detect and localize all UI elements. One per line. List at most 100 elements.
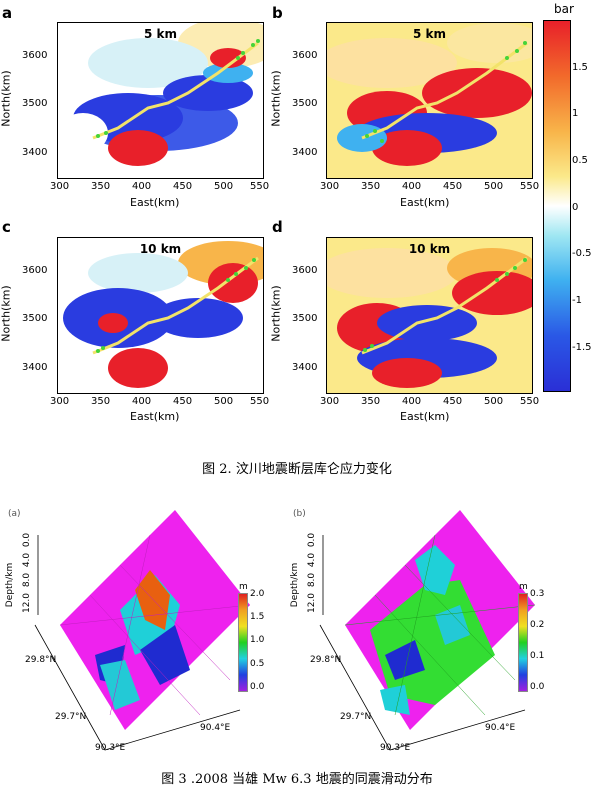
slip-map-image <box>319 510 536 751</box>
colorbar-tick: -0.5 <box>572 248 592 259</box>
cbar-tick: 0.0 <box>250 682 265 692</box>
panel-label: (b) <box>293 509 306 519</box>
stress-map-image <box>327 23 532 178</box>
y-tick: 3400 <box>292 147 318 158</box>
cbar-tick: 1.0 <box>250 635 265 645</box>
colorbar-unit: bar <box>554 2 574 16</box>
cbar-tick: 0.3 <box>530 589 545 599</box>
x-tick: 300 <box>320 396 340 407</box>
colorbar-tick: -1 <box>572 295 582 306</box>
x-tick: 550 <box>520 181 540 192</box>
lat-tick: 29.7°N <box>340 712 372 722</box>
x-tick: 450 <box>173 396 193 407</box>
depth-tick: 8.0 <box>307 572 318 588</box>
depth-label: 10 km <box>408 242 451 256</box>
figure-3-caption: 图 3 .2008 当雄 Mw 6.3 地震的同震滑动分布 <box>161 772 433 787</box>
colorbar-gradient <box>543 20 571 392</box>
x-axis-label: East(km) <box>130 410 180 423</box>
y-tick: 3500 <box>22 98 48 109</box>
y-tick: 3600 <box>292 50 318 61</box>
x-tick: 300 <box>50 181 70 192</box>
depth-tick: 0.0 <box>22 532 33 548</box>
x-axis-label: East(km) <box>130 196 180 209</box>
colorbar-tick: -1.5 <box>572 342 592 353</box>
x-tick: 350 <box>91 181 111 192</box>
stress-map: 5 km <box>57 22 264 179</box>
panel-letter: d <box>272 218 283 236</box>
y-tick: 3600 <box>22 265 48 276</box>
figure-2-caption: 图 2. 汶川地震断层库仑应力变化 <box>202 462 392 477</box>
colorbar-tick: 1.5 <box>572 62 588 73</box>
cbar-tick: 2.0 <box>250 589 265 599</box>
lon-tick: 90.4°E <box>485 723 516 733</box>
y-tick: 3400 <box>22 147 48 158</box>
slip-panel-b: (b) Depth/km 0.0 4.0 8.0 12.0 29.8°N 29.… <box>285 505 585 760</box>
colorbar-tick: 0.5 <box>572 155 588 166</box>
y-tick: 3600 <box>292 265 318 276</box>
lon-tick: 90.4°E <box>200 723 231 733</box>
y-tick: 3500 <box>292 98 318 109</box>
depth-tick: 4.0 <box>307 552 318 568</box>
x-axis-label: East(km) <box>400 196 450 209</box>
x-tick: 550 <box>250 396 270 407</box>
cbar-tick: 0.2 <box>530 620 545 630</box>
x-tick: 550 <box>250 181 270 192</box>
x-tick: 350 <box>361 181 381 192</box>
colorbar-tick: 1 <box>572 108 579 119</box>
lat-tick: 29.7°N <box>55 712 87 722</box>
x-tick: 350 <box>91 396 111 407</box>
stress-map: 5 km <box>326 22 533 179</box>
x-tick: 300 <box>50 396 70 407</box>
x-tick: 500 <box>214 396 234 407</box>
panel-letter: c <box>2 218 11 236</box>
x-tick: 350 <box>361 396 381 407</box>
y-tick: 3600 <box>22 50 48 61</box>
cbar-tick: 0.1 <box>530 651 545 661</box>
x-tick: 500 <box>484 396 504 407</box>
cbar-gradient <box>238 593 248 692</box>
depth-axis-label: Depth/km <box>5 562 16 608</box>
cbar-gradient <box>518 593 528 692</box>
stress-map-image <box>58 23 263 178</box>
x-tick: 400 <box>132 181 152 192</box>
x-tick: 450 <box>173 181 193 192</box>
x-tick: 450 <box>443 181 463 192</box>
y-axis-label: North(km) <box>269 285 283 342</box>
slip-panel-a: (a) Depth/km 0.0 4.0 8.0 12.0 29.8°N 29.… <box>0 505 290 760</box>
y-tick: 3400 <box>22 362 48 373</box>
x-tick: 550 <box>520 396 540 407</box>
x-axis-label: East(km) <box>400 410 450 423</box>
x-tick: 500 <box>484 181 504 192</box>
stress-map-image <box>327 238 532 393</box>
x-tick: 500 <box>214 181 234 192</box>
depth-axis-label: Depth/km <box>290 562 301 608</box>
depth-tick: 12.0 <box>22 592 33 614</box>
stress-map: 10 km <box>57 237 264 394</box>
x-tick: 300 <box>320 181 340 192</box>
depth-label: 10 km <box>139 242 182 256</box>
cbar-unit: m <box>519 582 528 592</box>
y-tick: 3500 <box>292 313 318 324</box>
depth-tick: 0.0 <box>307 532 318 548</box>
x-tick: 400 <box>402 181 422 192</box>
lat-tick: 29.8°N <box>25 655 57 665</box>
depth-tick: 4.0 <box>22 552 33 568</box>
panel-letter: a <box>2 4 13 22</box>
lon-tick: 90.3°E <box>95 743 126 753</box>
y-axis-label: North(km) <box>0 285 13 342</box>
panel-letter: b <box>272 4 283 22</box>
colorbar-tick: 0 <box>572 202 579 213</box>
stress-map: 10 km <box>326 237 533 394</box>
x-tick: 400 <box>402 396 422 407</box>
y-axis-label: North(km) <box>0 70 13 127</box>
depth-tick: 12.0 <box>307 592 318 614</box>
panel-label: (a) <box>8 509 21 519</box>
x-tick: 400 <box>132 396 152 407</box>
cbar-tick: 0.5 <box>250 659 265 669</box>
y-tick: 3400 <box>292 362 318 373</box>
x-tick: 450 <box>443 396 463 407</box>
slip-map-image <box>34 510 251 751</box>
depth-label: 5 km <box>143 27 177 41</box>
cbar-tick: 0.0 <box>530 682 545 692</box>
cbar-tick: 1.5 <box>250 612 265 622</box>
